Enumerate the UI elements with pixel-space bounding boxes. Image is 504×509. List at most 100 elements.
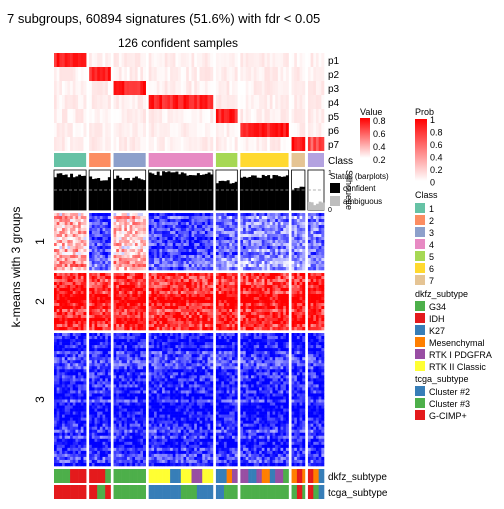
- heatmap-cell: [319, 240, 322, 243]
- heatmap-cell: [194, 252, 197, 255]
- heatmap-cell: [62, 333, 65, 336]
- heatmap-cell: [57, 342, 60, 345]
- heatmap-cell: [54, 318, 57, 321]
- heatmap-cell: [256, 252, 259, 255]
- prob-cell: [308, 95, 311, 109]
- heatmap-cell: [256, 342, 259, 345]
- prob-cell: [275, 95, 278, 109]
- heatmap-cell: [232, 252, 235, 255]
- heatmap-cell: [57, 243, 60, 246]
- heatmap-cell: [159, 318, 162, 321]
- heatmap-cell: [313, 321, 316, 324]
- prob-cell: [286, 53, 289, 67]
- heatmap-cell: [297, 288, 300, 291]
- heatmap-cell: [194, 288, 197, 291]
- heatmap-cell: [321, 246, 324, 249]
- heatmap-cell: [267, 333, 270, 336]
- heatmap-cell: [97, 297, 100, 300]
- heatmap-cell: [243, 285, 246, 288]
- heatmap-cell: [100, 246, 103, 249]
- heatmap-cell: [78, 213, 81, 216]
- heatmap-cell: [197, 342, 200, 345]
- heatmap-cell: [224, 285, 227, 288]
- heatmap-cell: [267, 321, 270, 324]
- heatmap-cell: [256, 309, 259, 312]
- heatmap-cell: [135, 237, 138, 240]
- heatmap-cell: [70, 240, 73, 243]
- heatmap-cell: [100, 315, 103, 318]
- heatmap-cell: [178, 300, 181, 303]
- heatmap-cell: [175, 288, 178, 291]
- heatmap-cell: [189, 279, 192, 282]
- heatmap-cell: [138, 342, 141, 345]
- heatmap-cell: [262, 312, 265, 315]
- heatmap-cell: [311, 291, 314, 294]
- heatmap-cell: [78, 345, 81, 348]
- heatmap-cell: [292, 261, 295, 264]
- prob-cell: [292, 109, 295, 123]
- heatmap-cell: [75, 348, 78, 351]
- heatmap-cell: [262, 348, 265, 351]
- heatmap-cell: [281, 303, 284, 306]
- heatmap-cell: [89, 354, 92, 357]
- heatmap-cell: [246, 213, 249, 216]
- prob-cell: [224, 137, 227, 151]
- prob-cell: [219, 95, 222, 109]
- heatmap-cell: [103, 228, 106, 231]
- heatmap-cell: [157, 255, 160, 258]
- prob-cell: [140, 123, 143, 137]
- heatmap-cell: [105, 315, 108, 318]
- heatmap-cell: [159, 225, 162, 228]
- heatmap-cell: [210, 213, 213, 216]
- heatmap-cell: [62, 228, 65, 231]
- heatmap-cell: [292, 216, 295, 219]
- heatmap-cell: [186, 291, 189, 294]
- heatmap-cell: [229, 333, 232, 336]
- heatmap-cell: [105, 261, 108, 264]
- heatmap-cell: [94, 279, 97, 282]
- heatmap-cell: [116, 261, 119, 264]
- heatmap-cell: [313, 291, 316, 294]
- heatmap-cell: [81, 285, 84, 288]
- heatmap-cell: [300, 324, 303, 327]
- prob-cell: [116, 109, 119, 123]
- heatmap-cell: [57, 216, 60, 219]
- silhouette-bar: [308, 202, 311, 210]
- prob-cell: [227, 53, 230, 67]
- heatmap-cell: [316, 309, 319, 312]
- heatmap-cell: [57, 213, 60, 216]
- heatmap-cell: [221, 213, 224, 216]
- heatmap-cell: [127, 309, 130, 312]
- heatmap-cell: [78, 252, 81, 255]
- heatmap-cell: [316, 231, 319, 234]
- heatmap-cell: [311, 297, 314, 300]
- heatmap-cell: [316, 339, 319, 342]
- heatmap-cell: [186, 294, 189, 297]
- heatmap-cell: [235, 303, 238, 306]
- heatmap-cell: [97, 348, 100, 351]
- heatmap-cell: [208, 324, 211, 327]
- heatmap-cell: [311, 279, 314, 282]
- heatmap-cell: [240, 333, 243, 336]
- heatmap-cell: [149, 243, 152, 246]
- heatmap-cell: [292, 231, 295, 234]
- heatmap-cell: [97, 228, 100, 231]
- heatmap-cell: [65, 249, 68, 252]
- prob-cell: [157, 123, 160, 137]
- heatmap-cell: [122, 255, 125, 258]
- prob-cell: [165, 67, 168, 81]
- prob-cell: [175, 67, 178, 81]
- heatmap-cell: [219, 219, 222, 222]
- heatmap-cell: [308, 258, 311, 261]
- heatmap-cell: [130, 291, 133, 294]
- heatmap-cell: [311, 282, 314, 285]
- prob-cell: [316, 53, 319, 67]
- heatmap-cell: [311, 333, 314, 336]
- prob-cell: [143, 67, 146, 81]
- heatmap-cell: [229, 252, 232, 255]
- heatmap-cell: [83, 246, 86, 249]
- heatmap-cell: [159, 243, 162, 246]
- prob-cell: [270, 53, 273, 67]
- heatmap-cell: [170, 318, 173, 321]
- heatmap-cell: [267, 327, 270, 330]
